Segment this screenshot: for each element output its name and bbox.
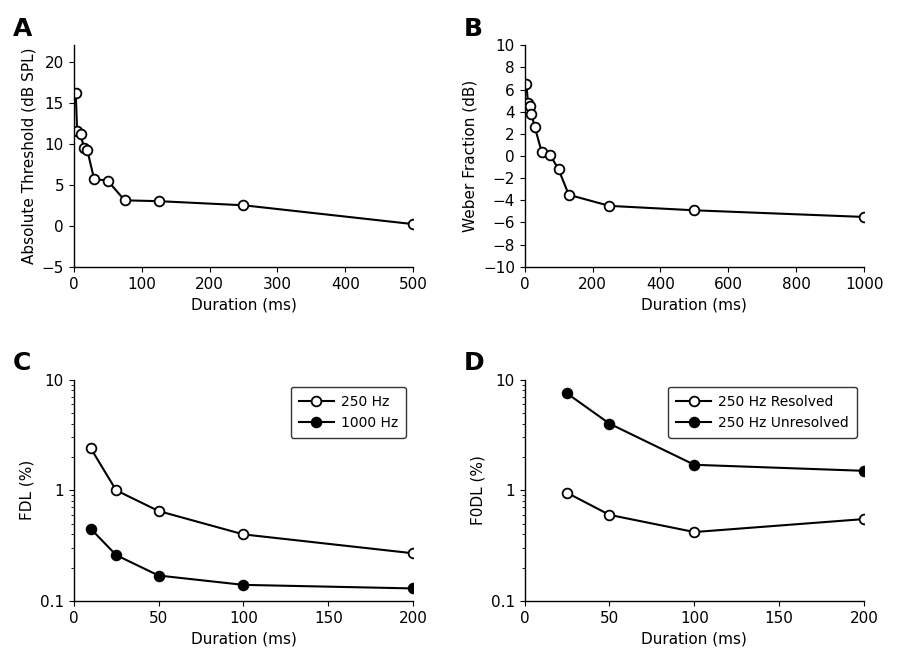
Y-axis label: Weber Fraction (dB): Weber Fraction (dB) [463,80,477,232]
X-axis label: Duration (ms): Duration (ms) [191,297,296,312]
Legend: 250 Hz, 1000 Hz: 250 Hz, 1000 Hz [291,387,406,438]
250 Hz [111,487,122,495]
250 Hz Unresolved [604,420,615,428]
250 Hz [408,550,418,558]
1000 Hz [238,581,249,589]
250 Hz Resolved [562,489,572,497]
Y-axis label: FDL (%): FDL (%) [19,460,34,520]
1000 Hz [86,524,96,532]
250 Hz [238,530,249,538]
Y-axis label: F0DL (%): F0DL (%) [470,455,485,525]
250 Hz [86,444,96,452]
Line: 250 Hz: 250 Hz [86,444,418,558]
Line: 1000 Hz: 1000 Hz [86,524,418,593]
Y-axis label: Absolute Threshold (dB SPL): Absolute Threshold (dB SPL) [21,48,36,265]
250 Hz [153,507,164,515]
X-axis label: Duration (ms): Duration (ms) [642,297,747,312]
Line: 250 Hz Resolved: 250 Hz Resolved [562,488,868,537]
X-axis label: Duration (ms): Duration (ms) [642,631,747,646]
250 Hz Resolved [689,528,700,536]
250 Hz Unresolved [562,389,572,397]
X-axis label: Duration (ms): Duration (ms) [191,631,296,646]
1000 Hz [111,551,122,559]
Text: A: A [13,17,32,41]
Text: B: B [464,17,482,41]
1000 Hz [153,572,164,579]
1000 Hz [408,585,418,593]
Text: C: C [13,351,31,375]
Line: 250 Hz Unresolved: 250 Hz Unresolved [562,389,868,475]
250 Hz Unresolved [859,467,869,475]
250 Hz Unresolved [689,461,700,469]
Legend: 250 Hz Resolved, 250 Hz Unresolved: 250 Hz Resolved, 250 Hz Unresolved [668,387,857,438]
250 Hz Resolved [859,515,869,523]
250 Hz Resolved [604,511,615,519]
Text: D: D [464,351,484,375]
